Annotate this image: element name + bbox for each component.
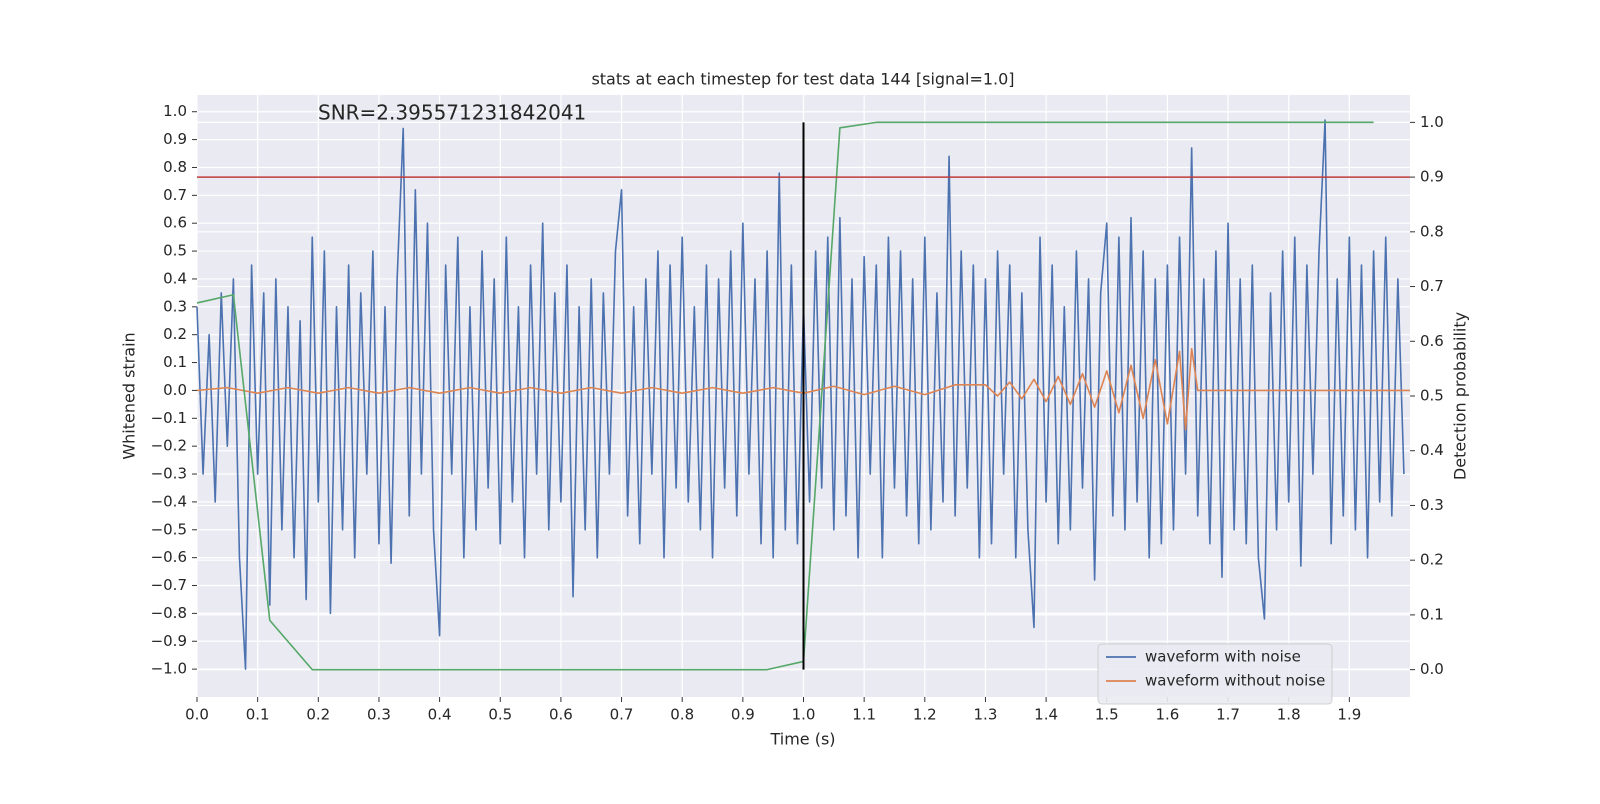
x-tick-label: 0.8 bbox=[670, 706, 694, 724]
y2-tick-label: 0.5 bbox=[1420, 387, 1444, 405]
x-tick-label: 1.4 bbox=[1034, 706, 1058, 724]
y-tick-label: −0.6 bbox=[151, 548, 187, 566]
y-tick-label: −0.3 bbox=[151, 465, 187, 483]
series-line bbox=[196, 121, 1374, 671]
y-tick-label: −0.9 bbox=[151, 632, 187, 650]
y-tick-label: 0.5 bbox=[163, 242, 187, 260]
x-tick-label: 0.1 bbox=[246, 706, 270, 724]
x-tick-label: 1.3 bbox=[974, 706, 998, 724]
legend-box bbox=[1097, 643, 1333, 705]
y-tick-label: −0.2 bbox=[151, 437, 187, 455]
x-tick-label: 1.7 bbox=[1216, 706, 1240, 724]
legend-label: waveform without noise bbox=[1145, 672, 1325, 690]
y-tick-label: 0.4 bbox=[163, 269, 187, 287]
x-tick-label: 0.4 bbox=[428, 706, 452, 724]
y-tick-label: 0.0 bbox=[163, 381, 187, 399]
x-tick-label: 1.8 bbox=[1277, 706, 1301, 724]
y-tick-label: −0.4 bbox=[151, 492, 187, 510]
y-tick-label: −0.8 bbox=[151, 604, 187, 622]
y2-tick-label: 0.7 bbox=[1420, 277, 1444, 295]
y-tick-label: 0.6 bbox=[163, 214, 187, 232]
y-tick-label: −0.7 bbox=[151, 576, 187, 594]
y2-tick-label: 0.3 bbox=[1420, 496, 1444, 514]
x-tick-label: 1.2 bbox=[913, 706, 937, 724]
y2-tick-label: 1.0 bbox=[1420, 113, 1444, 131]
x-tick-label: 1.0 bbox=[792, 706, 816, 724]
chart-title: stats at each timestep for test data 144… bbox=[591, 70, 1014, 89]
series-line bbox=[196, 119, 1405, 670]
snr-annotation: SNR=2.395571231842041 bbox=[318, 101, 586, 125]
series-line bbox=[196, 347, 1410, 431]
x-tick-label: 0.2 bbox=[306, 706, 330, 724]
x-tick-label: 1.5 bbox=[1095, 706, 1119, 724]
y2-tick-label: 0.9 bbox=[1420, 168, 1444, 186]
y2-tick-label: 0.4 bbox=[1420, 441, 1444, 459]
y2-tick-label: 0.1 bbox=[1420, 605, 1444, 623]
y2-tick-label: 0.0 bbox=[1420, 660, 1444, 678]
x-tick-label: 0.0 bbox=[185, 706, 209, 724]
y2-tick-label: 0.2 bbox=[1420, 551, 1444, 569]
y2-tick-label: 0.6 bbox=[1420, 332, 1444, 350]
y-tick-label: 0.2 bbox=[163, 325, 187, 343]
y-tick-label: −1.0 bbox=[151, 660, 187, 678]
x-axis-label: Time (s) bbox=[769, 730, 835, 749]
x-tick-label: 0.5 bbox=[488, 706, 512, 724]
x-tick-label: 0.9 bbox=[731, 706, 755, 724]
y-tick-label: 0.9 bbox=[163, 130, 187, 148]
y-axis-label: Whitened strain bbox=[120, 332, 139, 459]
y-tick-label: −0.5 bbox=[151, 520, 187, 538]
x-tick-label: 0.6 bbox=[549, 706, 573, 724]
y-tick-label: 0.1 bbox=[163, 353, 187, 371]
y-tick-label: 0.8 bbox=[163, 158, 187, 176]
x-tick-label: 1.9 bbox=[1337, 706, 1361, 724]
y-tick-label: 0.7 bbox=[163, 186, 187, 204]
x-tick-label: 1.6 bbox=[1155, 706, 1179, 724]
y2-axis-label: Detection probability bbox=[1451, 312, 1470, 480]
x-tick-label: 0.7 bbox=[610, 706, 634, 724]
y2-tick-label: 0.8 bbox=[1420, 222, 1444, 240]
y-tick-label: 0.3 bbox=[163, 297, 187, 315]
y-tick-label: −0.1 bbox=[151, 409, 187, 427]
legend-label: waveform with noise bbox=[1145, 648, 1301, 666]
x-tick-label: 1.1 bbox=[852, 706, 876, 724]
y-tick-label: 1.0 bbox=[163, 102, 187, 120]
x-tick-label: 0.3 bbox=[367, 706, 391, 724]
